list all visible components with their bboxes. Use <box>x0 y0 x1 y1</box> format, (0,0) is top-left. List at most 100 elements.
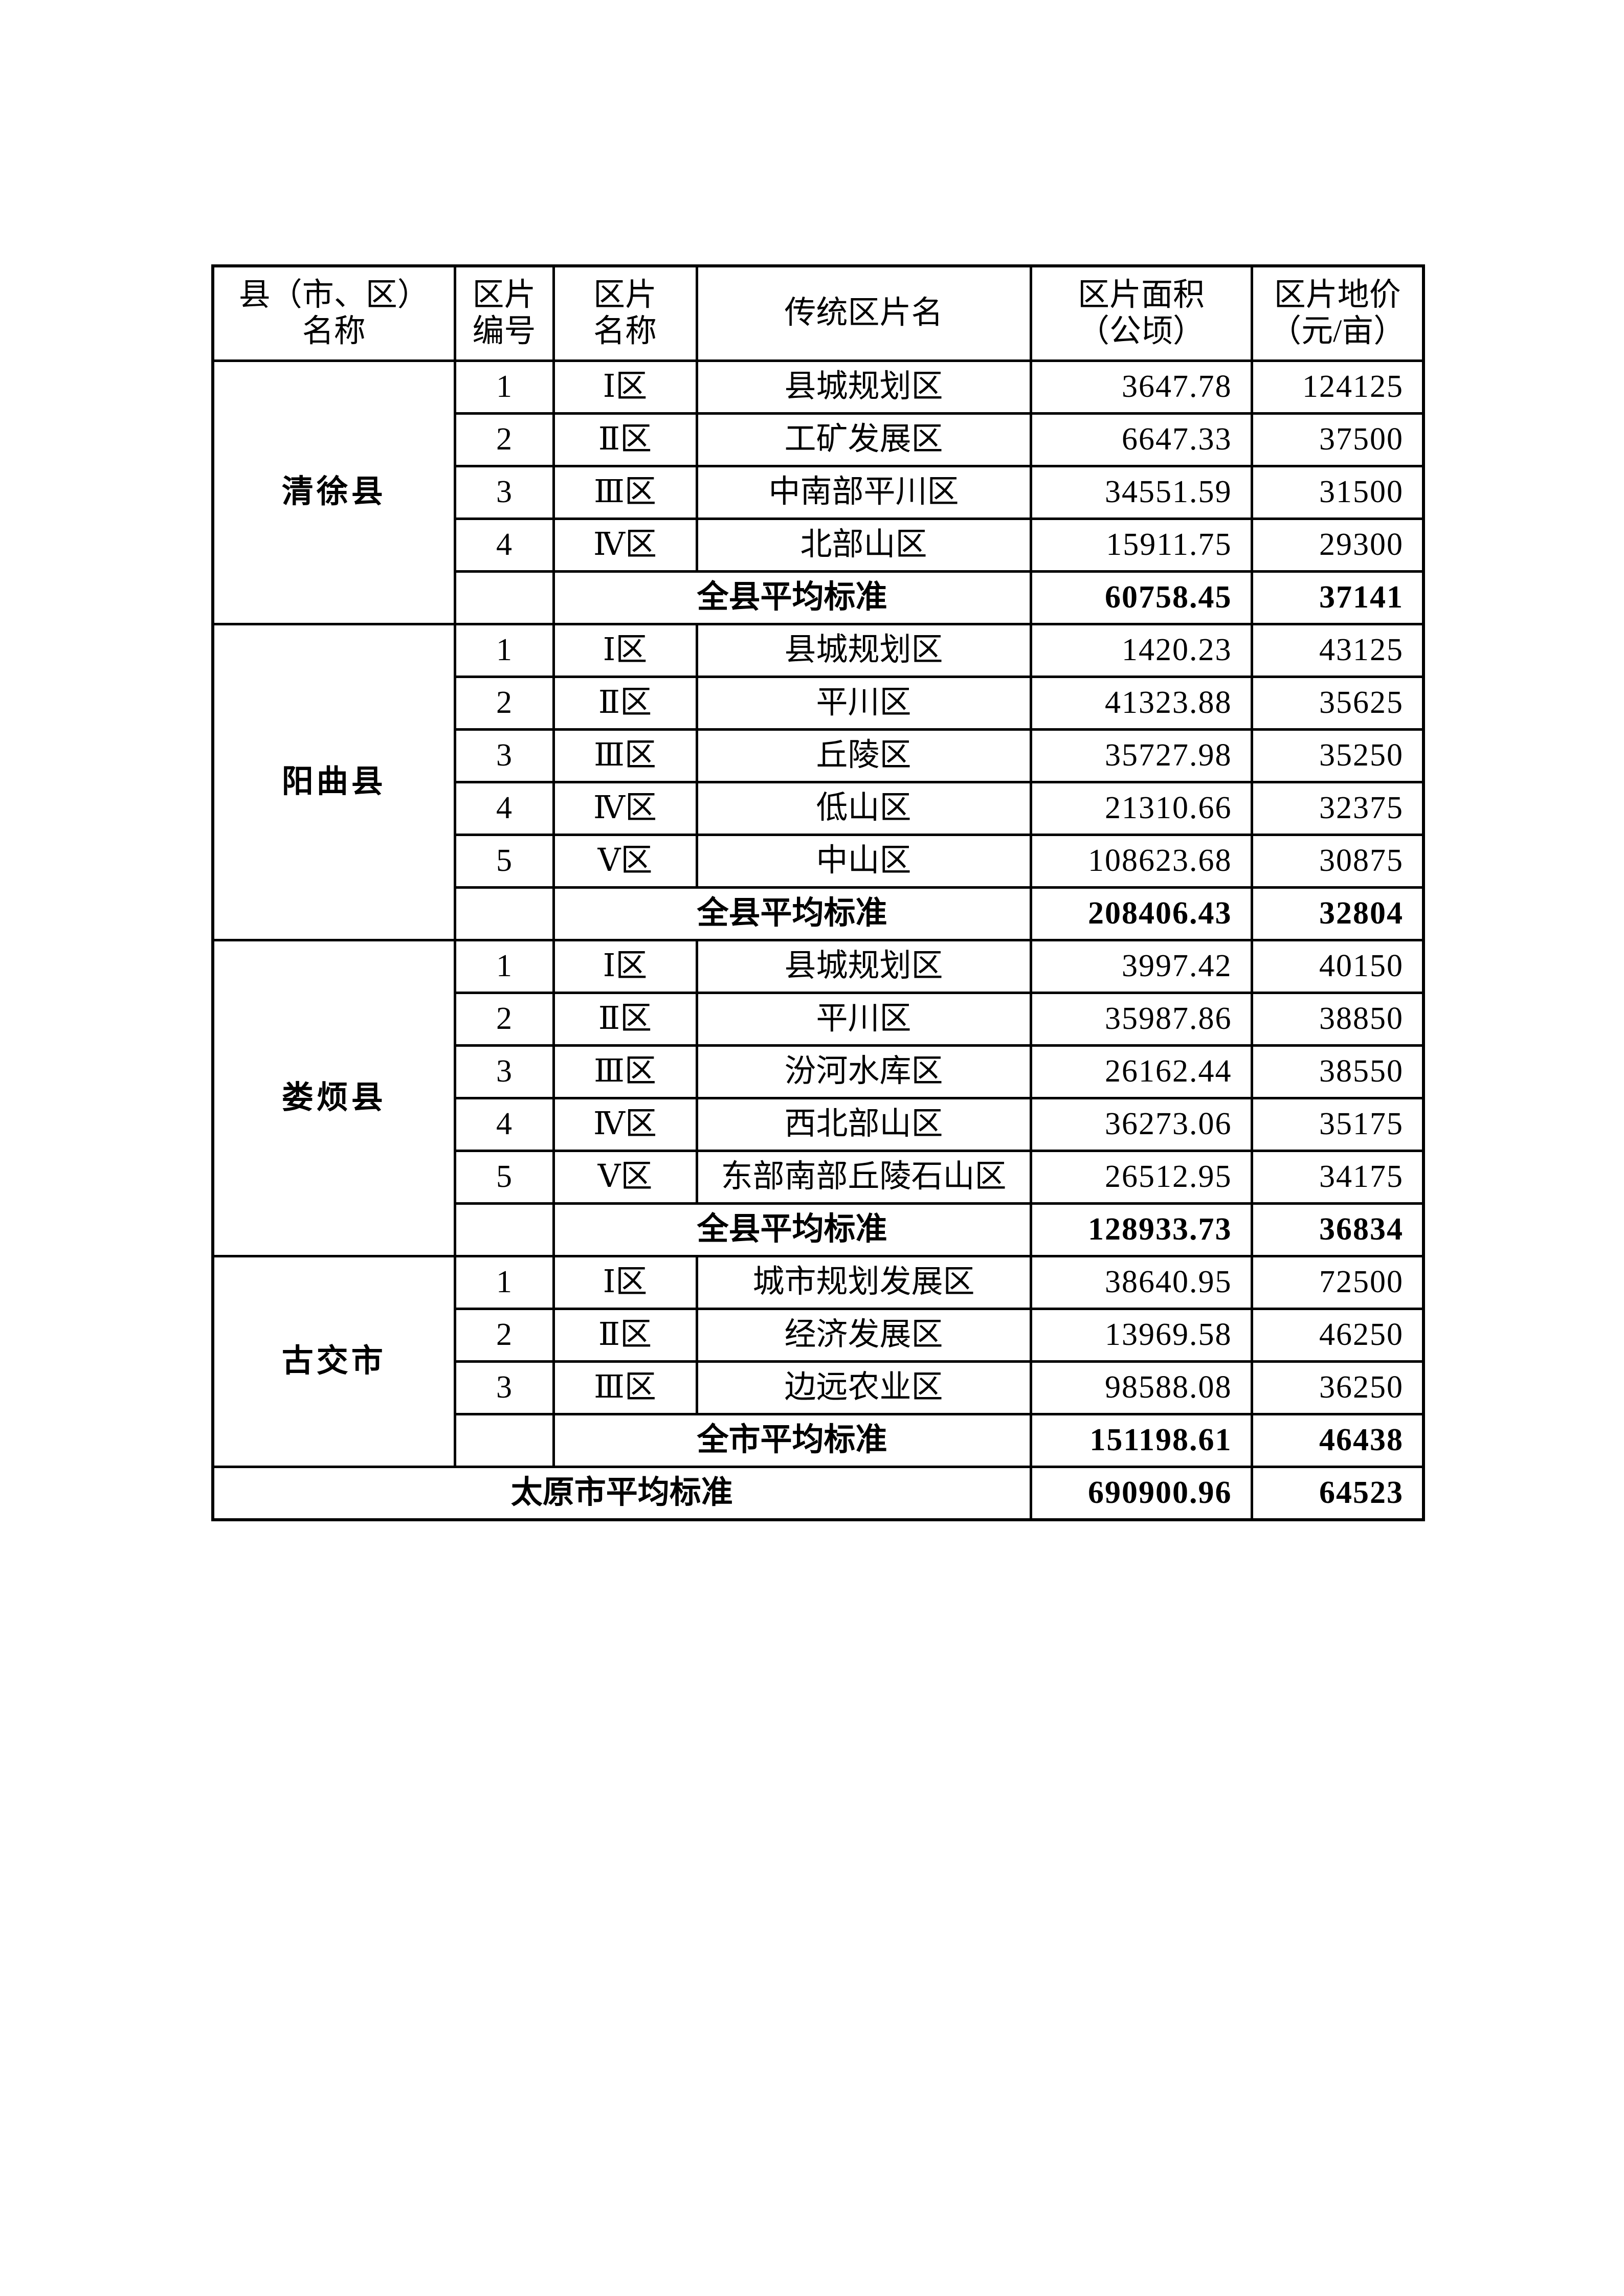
header-price: 区片地价 （元/亩） <box>1250 264 1425 362</box>
zone-area: 108623.68 <box>1029 834 1253 889</box>
zone-name: Ⅲ区 <box>552 1360 698 1415</box>
traditional-zone-name: 经济发展区 <box>695 1308 1032 1363</box>
header-text: 区片地价 <box>1274 277 1401 312</box>
zone-price: 72500 <box>1250 1255 1425 1310</box>
zone-area: 35987.86 <box>1029 992 1253 1047</box>
zone-number: 2 <box>453 1308 555 1363</box>
county-name: 娄烦县 <box>211 939 456 1257</box>
zone-price: 31500 <box>1250 465 1425 520</box>
header-traditional-name: 传统区片名 <box>695 264 1032 362</box>
empty-cell <box>453 570 555 625</box>
zone-price: 124125 <box>1250 359 1425 415</box>
header-text: 区片面积 <box>1077 277 1205 312</box>
zone-area: 6647.33 <box>1029 412 1253 467</box>
zone-area: 35727.98 <box>1029 728 1253 783</box>
zone-area: 34551.59 <box>1029 465 1253 520</box>
zone-price: 43125 <box>1250 623 1425 678</box>
zone-price: 32375 <box>1250 781 1425 836</box>
zone-area: 26512.95 <box>1029 1150 1253 1205</box>
zone-number: 2 <box>453 992 555 1047</box>
zone-name: Ⅰ区 <box>552 1255 698 1310</box>
subtotal-area: 128933.73 <box>1029 1202 1253 1257</box>
table-row: 5 Ⅴ区 中山区 108623.68 30875 <box>213 834 1425 889</box>
header-text: （元/亩） <box>1270 314 1406 349</box>
subtotal-price: 46438 <box>1250 1413 1425 1468</box>
table-row: 5 Ⅴ区 东部南部丘陵石山区 26512.95 34175 <box>213 1150 1425 1205</box>
zone-name: Ⅱ区 <box>552 676 698 731</box>
zone-area: 98588.08 <box>1029 1360 1253 1415</box>
total-area: 690900.96 <box>1029 1466 1253 1521</box>
subtotal-row: 全县平均标准 60758.45 37141 <box>213 570 1425 625</box>
table-row: 4 Ⅳ区 西北部山区 36273.06 35175 <box>213 1097 1425 1152</box>
zone-name: Ⅲ区 <box>552 728 698 783</box>
zone-price: 35175 <box>1250 1097 1425 1152</box>
subtotal-label: 全市平均标准 <box>552 1413 1032 1468</box>
zone-number: 1 <box>453 1255 555 1310</box>
zone-name: Ⅱ区 <box>552 992 698 1047</box>
zone-price: 29300 <box>1250 517 1425 573</box>
empty-cell <box>453 1202 555 1257</box>
traditional-zone-name: 中山区 <box>695 834 1032 889</box>
table-row: 3 Ⅲ区 边远农业区 98588.08 36250 <box>213 1360 1425 1415</box>
subtotal-row: 全县平均标准 128933.73 36834 <box>213 1202 1425 1257</box>
zone-price: 40150 <box>1250 939 1425 994</box>
zone-name: Ⅴ区 <box>552 834 698 889</box>
table-row: 3 Ⅲ区 丘陵区 35727.98 35250 <box>213 728 1425 783</box>
total-row: 太原市平均标准 690900.96 64523 <box>211 1466 1425 1521</box>
subtotal-area: 60758.45 <box>1029 570 1253 625</box>
zone-name: Ⅳ区 <box>552 517 698 573</box>
total-label: 太原市平均标准 <box>211 1466 1032 1521</box>
traditional-zone-name: 东部南部丘陵石山区 <box>695 1150 1032 1205</box>
table-row: 娄烦县 1 Ⅰ区 县城规划区 3997.42 40150 <box>211 939 1425 1257</box>
zone-area: 15911.75 <box>1029 517 1253 573</box>
zone-name: Ⅲ区 <box>552 1044 698 1099</box>
table-row: 4 Ⅳ区 低山区 21310.66 32375 <box>213 781 1425 836</box>
zone-name: Ⅱ区 <box>552 1308 698 1363</box>
zone-area: 36273.06 <box>1029 1097 1253 1152</box>
header-county: 县（市、区） 名称 <box>211 264 456 362</box>
traditional-zone-name: 北部山区 <box>695 517 1032 573</box>
subtotal-area: 208406.43 <box>1029 886 1253 941</box>
header-row: 县（市、区） 名称 区片 编号 区片 名称 传统区片名 区片面积 （公顷） 区片地价 （元/亩） <box>211 264 1425 362</box>
zone-area: 1420.23 <box>1029 623 1253 678</box>
table-row: 阳曲县 1 Ⅰ区 县城规划区 1420.23 43125 <box>211 623 1425 941</box>
traditional-zone-name: 工矿发展区 <box>695 412 1032 467</box>
zone-name: Ⅳ区 <box>552 1097 698 1152</box>
zone-name: Ⅰ区 <box>552 359 698 415</box>
subtotal-row: 全县平均标准 208406.43 32804 <box>213 886 1425 941</box>
header-text: 名称 <box>593 314 657 349</box>
zone-name: Ⅳ区 <box>552 781 698 836</box>
zone-price: 38550 <box>1250 1044 1425 1099</box>
traditional-zone-name: 低山区 <box>695 781 1032 836</box>
zone-area: 38640.95 <box>1029 1255 1253 1310</box>
header-text: 区片 <box>472 277 536 312</box>
zone-name: Ⅱ区 <box>552 412 698 467</box>
zone-number: 2 <box>453 412 555 467</box>
table-row: 2 Ⅱ区 经济发展区 13969.58 46250 <box>213 1308 1425 1363</box>
zone-name: Ⅲ区 <box>552 465 698 520</box>
county-name: 清徐县 <box>211 359 456 625</box>
subtotal-price: 37141 <box>1250 570 1425 625</box>
empty-cell <box>453 1413 555 1468</box>
traditional-zone-name: 西北部山区 <box>695 1097 1032 1152</box>
subtotal-label: 全县平均标准 <box>552 886 1032 941</box>
subtotal-area: 151198.61 <box>1029 1413 1253 1468</box>
zone-area: 41323.88 <box>1029 676 1253 731</box>
subtotal-price: 36834 <box>1250 1202 1425 1257</box>
zone-price: 35625 <box>1250 676 1425 731</box>
total-price: 64523 <box>1250 1466 1425 1521</box>
zone-price: 38850 <box>1250 992 1425 1047</box>
county-name: 古交市 <box>211 1255 456 1468</box>
header-text: 传统区片名 <box>784 296 943 331</box>
zone-name: Ⅰ区 <box>552 939 698 994</box>
header-text: 区片 <box>593 277 657 312</box>
zone-number: 5 <box>453 1150 555 1205</box>
table-row: 3 Ⅲ区 中南部平川区 34551.59 31500 <box>213 465 1425 520</box>
zone-price: 36250 <box>1250 1360 1425 1415</box>
table-row: 4 Ⅳ区 北部山区 15911.75 29300 <box>213 517 1425 573</box>
zone-area: 3647.78 <box>1029 359 1253 415</box>
traditional-zone-name: 县城规划区 <box>695 939 1032 994</box>
zone-number: 3 <box>453 1360 555 1415</box>
zone-price: 30875 <box>1250 834 1425 889</box>
table-row: 清徐县 1 Ⅰ区 县城规划区 3647.78 124125 <box>211 359 1425 625</box>
